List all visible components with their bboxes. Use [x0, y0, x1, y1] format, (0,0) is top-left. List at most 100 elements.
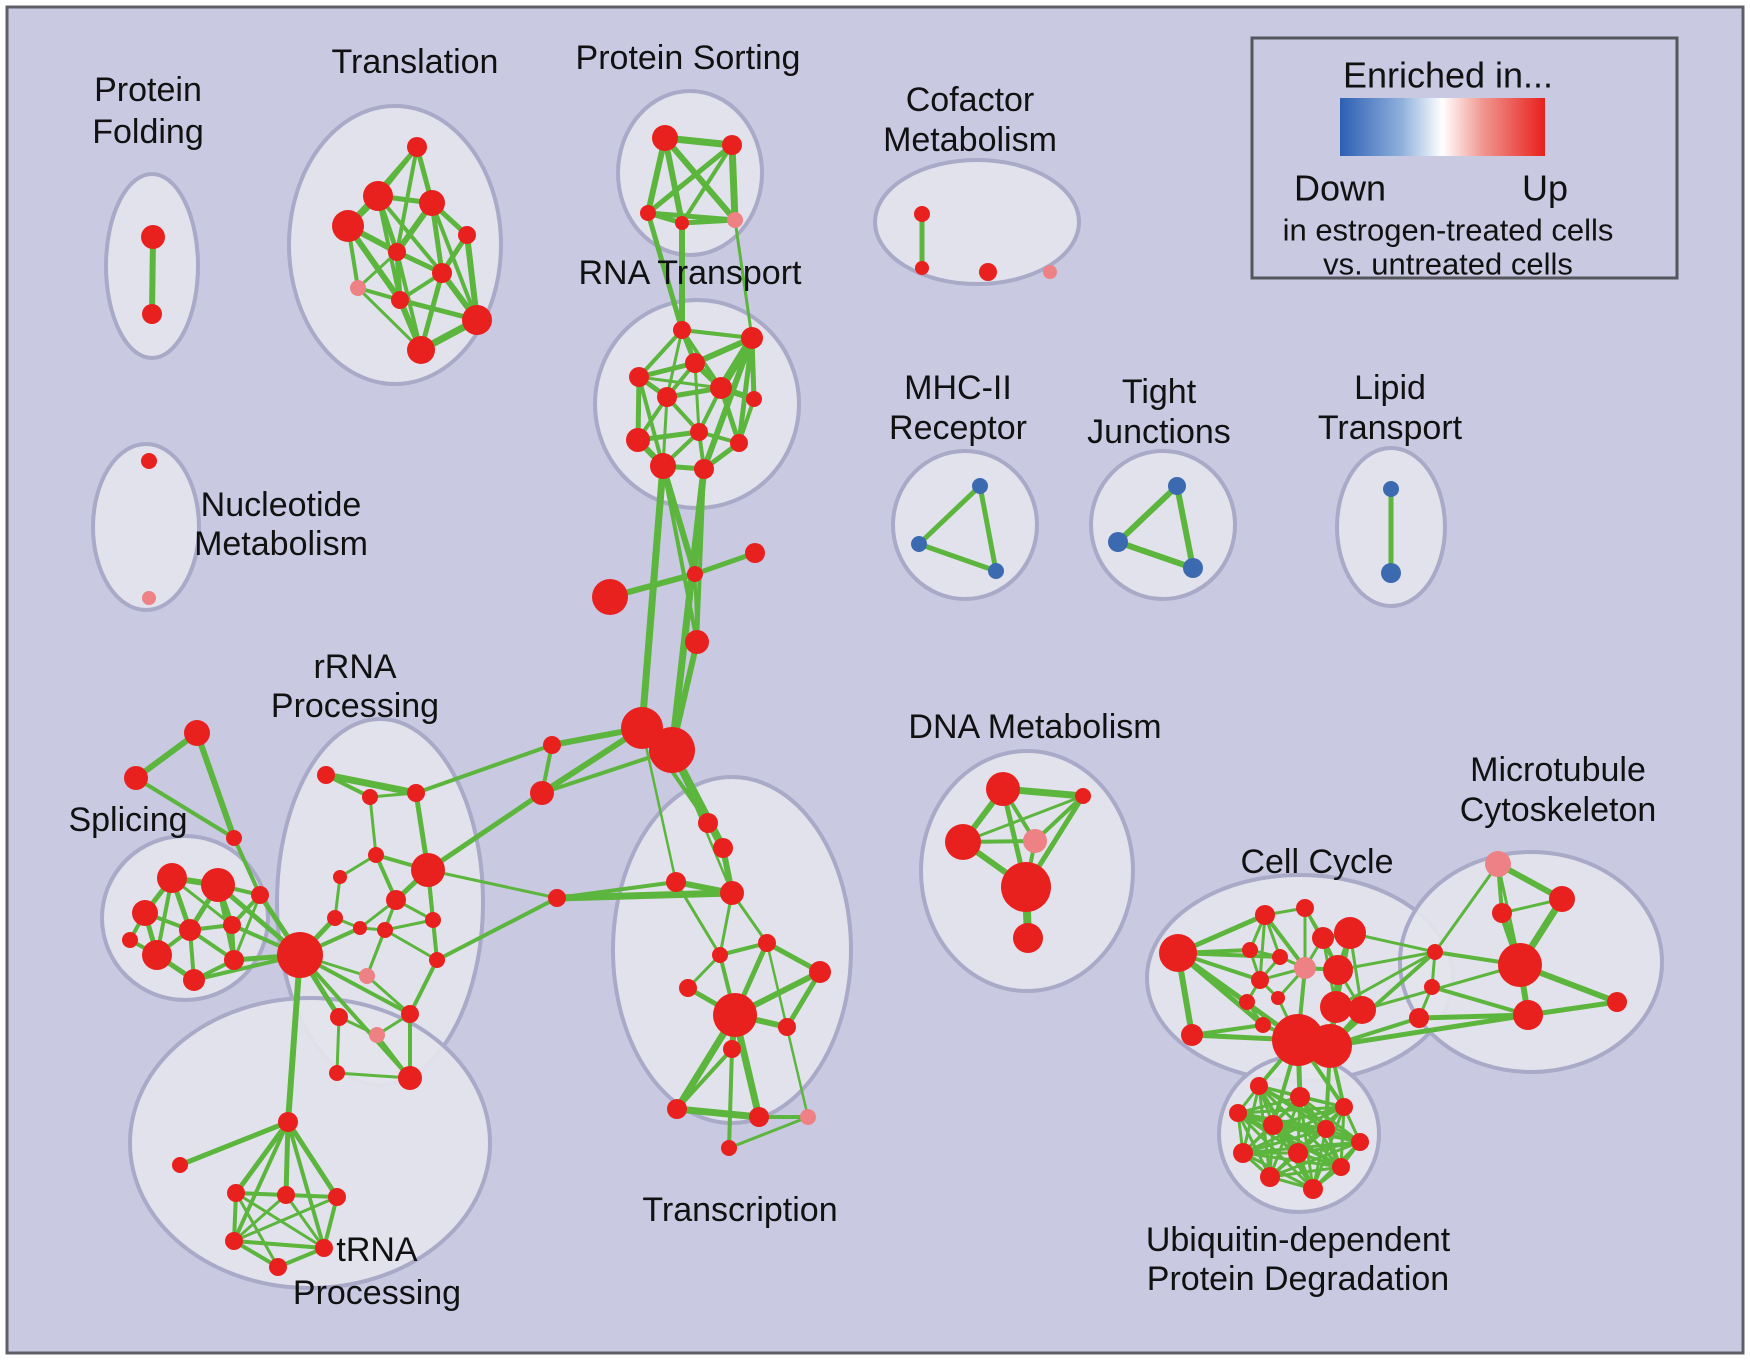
node-b6: [1351, 1133, 1369, 1151]
node-mh0: [972, 478, 988, 494]
node-c8: [1294, 957, 1316, 979]
cluster-ellipse-mhc-ii-receptor: [891, 449, 1039, 601]
node-x13: [800, 1109, 816, 1125]
cluster-label-rna-transport: RNA Transport: [579, 254, 803, 292]
edge-q11-q13: [365, 974, 412, 1016]
node-q16: [398, 1066, 422, 1090]
node-q14: [330, 1008, 348, 1026]
node-p8: [251, 886, 269, 904]
node-layer: [122, 125, 1627, 1276]
cluster-label-ubiquitin-line1: Ubiquitin-dependent: [1146, 1221, 1451, 1259]
node-n2: [227, 1184, 245, 1202]
node-u2: [1492, 903, 1512, 923]
node-q5: [411, 853, 445, 887]
node-n0: [278, 1112, 298, 1132]
node-x10: [723, 1040, 741, 1058]
cluster-label-nucleotide-metabolism-line2: Metabolism: [194, 525, 368, 563]
node-r1: [741, 327, 763, 349]
node-b2: [1335, 1098, 1353, 1116]
node-mh1: [911, 536, 927, 552]
edge-q0-q2: [322, 771, 420, 797]
node-x7: [679, 979, 697, 997]
cluster-label-lipid-transport-line1: Lipid: [1354, 369, 1426, 407]
node-tj1: [1108, 532, 1128, 552]
edge-x13-x14: [727, 1115, 810, 1150]
edge-r0-r3: [637, 328, 684, 379]
edge-h2-q16: [298, 953, 412, 1080]
node-c13: [1255, 1017, 1271, 1033]
node-d2: [945, 824, 981, 860]
edge-h2-n0: [285, 952, 303, 1125]
node-nm0: [141, 453, 157, 469]
edge-b6-b8: [1296, 1140, 1362, 1155]
node-n6: [315, 1239, 333, 1257]
node-x6: [809, 961, 831, 983]
edge-mh1-mh2: [916, 541, 999, 574]
node-c9: [1323, 955, 1353, 985]
node-q6: [386, 890, 406, 910]
cluster-label-tight-junctions-line2: Junctions: [1087, 413, 1231, 451]
node-b5: [1317, 1120, 1335, 1138]
node-p4: [223, 916, 241, 934]
node-x9: [778, 1018, 796, 1036]
node-u1: [1549, 886, 1575, 912]
node-x5: [758, 934, 776, 952]
node-n7: [269, 1258, 287, 1276]
node-q17: [329, 1065, 345, 1081]
cluster-label-trna-processing-line1: tRNA: [336, 1231, 418, 1269]
node-d4: [1001, 862, 1051, 912]
edge-mh0-mh2: [977, 483, 999, 574]
node-tj0: [1168, 477, 1186, 495]
node-n1: [172, 1157, 188, 1173]
node-r11: [694, 459, 714, 479]
edge-ln0-x3: [553, 889, 736, 902]
node-q7: [327, 910, 343, 926]
node-p0: [157, 863, 187, 893]
cluster-ellipse-protein-sorting: [616, 89, 764, 257]
edge-m4-q2: [414, 743, 554, 795]
edge-tj0-tj1: [1115, 483, 1180, 545]
node-u4: [1498, 943, 1542, 987]
edge-u6-u8: [1416, 1012, 1531, 1021]
node-d5: [1013, 923, 1043, 953]
edge-t7-t10: [356, 286, 423, 352]
edge-ch2-u6: [1327, 1012, 1531, 1049]
node-h2: [277, 932, 323, 978]
cluster-label-mhc-ii-receptor-line2: Receptor: [889, 409, 1027, 447]
node-t3: [332, 210, 364, 242]
edge-ha-x2: [640, 726, 678, 884]
label-layer: Protein Folding Translation Protein Sorting…: [68, 39, 1656, 1312]
node-q0: [317, 766, 335, 784]
edge-n0-n1: [177, 1119, 291, 1168]
cluster-ellipse-trna-processing: [128, 996, 492, 1290]
node-r10: [650, 453, 676, 479]
edge-ln0-q5: [426, 868, 559, 900]
legend-gradient-bar: [1340, 98, 1545, 156]
edge-n0-n2: [233, 1119, 291, 1196]
node-c15: [1348, 996, 1376, 1024]
node-pf0: [141, 225, 165, 249]
cluster-label-transcription: Transcription: [642, 1191, 837, 1229]
node-u0: [1485, 851, 1511, 877]
legend-subtitle-line1: in estrogen-treated cells: [1283, 213, 1614, 248]
node-m2: [592, 579, 628, 615]
node-c6: [1242, 942, 1258, 958]
node-b3: [1229, 1104, 1247, 1122]
edge-r0-r4: [665, 328, 684, 399]
node-b1: [1290, 1087, 1310, 1107]
edge-c2-c8: [1263, 913, 1307, 970]
node-x3: [720, 881, 744, 905]
edge-s3-s4: [679, 217, 738, 226]
node-q13: [401, 1005, 419, 1023]
node-q15: [369, 1027, 385, 1043]
node-c5: [1334, 917, 1366, 949]
node-b8: [1288, 1143, 1308, 1163]
edge-pf0-pf1: [149, 234, 156, 317]
edge-b4-b6: [1271, 1123, 1362, 1144]
node-m5: [530, 781, 554, 805]
edge-g1-g2: [134, 776, 236, 840]
cluster-label-protein-folding-line2: Folding: [92, 113, 204, 151]
node-b4: [1263, 1115, 1283, 1135]
